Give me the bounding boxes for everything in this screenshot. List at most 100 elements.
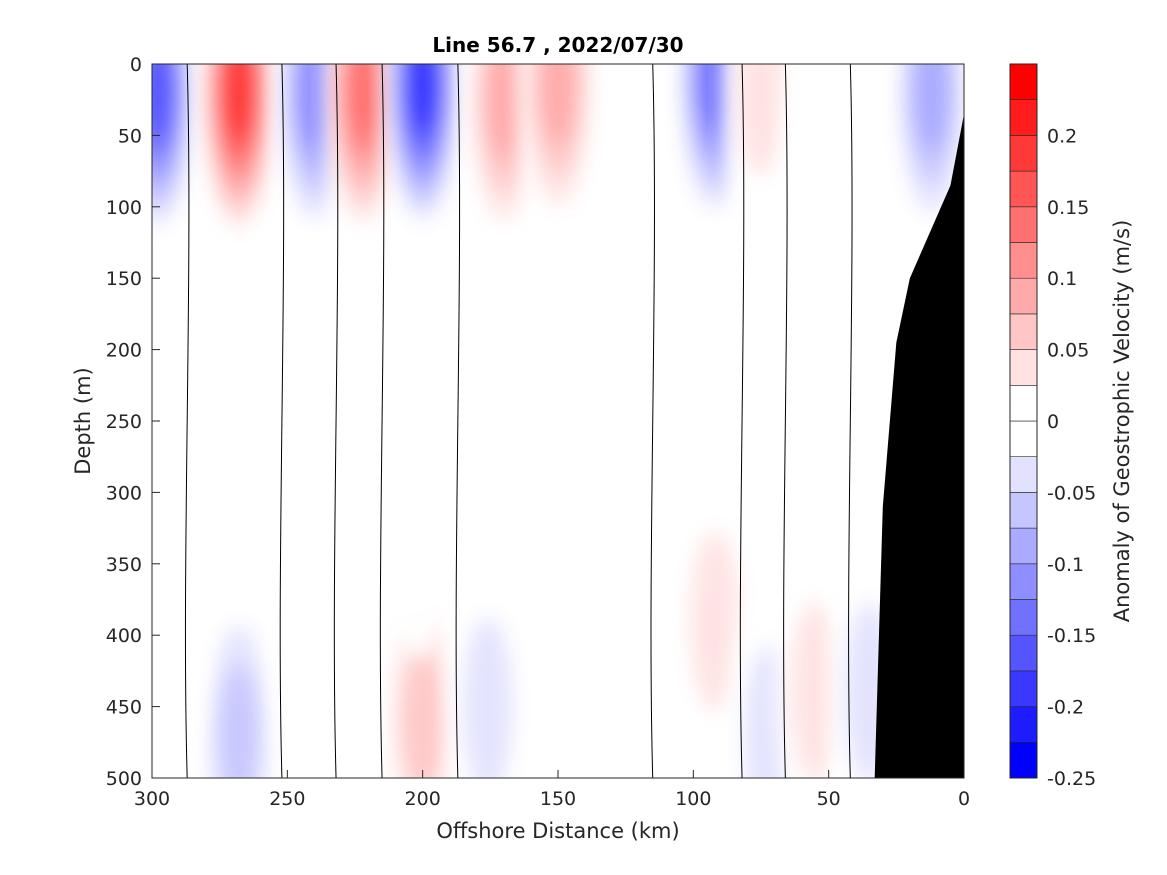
velocity-core <box>276 513 353 778</box>
velocity-core-level <box>402 650 444 778</box>
velocity-field <box>152 64 964 778</box>
colorbar-segment <box>1009 527 1038 565</box>
x-tick-label: 150 <box>540 788 576 810</box>
velocity-core-level <box>736 64 786 176</box>
x-tick-label: 250 <box>269 788 305 810</box>
colorbar-segment <box>1009 349 1038 386</box>
colorbar-segment <box>1009 313 1038 350</box>
colorbar-segment <box>1009 99 1038 136</box>
y-tick-label: 250 <box>106 411 142 433</box>
colorbar-tick-label: 0 <box>1047 411 1059 433</box>
velocity-core <box>379 356 456 657</box>
colorbar-frame <box>1009 63 1038 779</box>
x-tick-label: 100 <box>675 788 711 810</box>
colorbar-segment <box>1009 63 1038 101</box>
velocity-core <box>152 485 204 778</box>
velocity-core <box>831 64 908 272</box>
velocity-core-level <box>689 530 740 711</box>
colorbar-tick-label: 0.1 <box>1047 268 1077 290</box>
velocity-core <box>520 64 596 236</box>
colorbar-segment <box>1009 242 1038 279</box>
colorbar-segment <box>1009 277 1038 315</box>
velocity-core-level <box>790 602 841 778</box>
y-axis-label: Depth (m) <box>71 367 95 474</box>
y-axis-ticks: 0 50 100 150 200 250 300 350 400 450 500 <box>106 54 160 790</box>
colorbar-segment <box>1009 563 1038 600</box>
velocity-core <box>384 64 461 236</box>
zero-contour-line <box>783 64 788 778</box>
y-tick-label: 500 <box>106 768 142 790</box>
velocity-core-level <box>407 64 438 131</box>
velocity-core-level <box>276 513 353 778</box>
zero-contour-line <box>379 64 385 778</box>
velocity-core-level <box>831 64 908 272</box>
colorbar <box>1009 63 1038 779</box>
velocity-core <box>200 585 277 778</box>
velocity-core <box>449 556 526 778</box>
colorbar-segment <box>1009 706 1038 743</box>
colorbar-tick-label: 0.15 <box>1047 197 1089 219</box>
colorbar-tick-label: -0.15 <box>1047 625 1096 647</box>
x-axis-ticks: 300 250 200 150 100 50 0 <box>134 770 970 810</box>
colorbar-segment <box>1009 634 1038 672</box>
colorbar-tick-label: -0.1 <box>1047 554 1084 576</box>
velocity-core <box>152 64 196 243</box>
velocity-core-level <box>297 64 332 147</box>
y-tick-label: 0 <box>130 54 142 76</box>
zero-contours <box>184 64 853 778</box>
x-tick-label: 200 <box>405 788 441 810</box>
zero-contour-line <box>650 64 655 778</box>
zero-contour-line <box>848 64 853 778</box>
velocity-core-level <box>533 542 610 778</box>
velocity-core-level <box>217 665 260 778</box>
colorbar-segment <box>1009 670 1038 707</box>
velocity-core <box>325 64 402 243</box>
y-tick-label: 50 <box>118 125 142 147</box>
colorbar-tick-label: 0.2 <box>1047 125 1077 147</box>
colorbar-ticks: 0.2 0.15 0.1 0.05 0 -0.05 -0.1 -0.15 -0.2 -0.25 <box>1047 125 1096 790</box>
y-tick-label: 100 <box>106 197 142 219</box>
y-tick-label: 300 <box>106 482 142 504</box>
colorbar-segment <box>1009 741 1038 779</box>
colorbar-tick-label: 0.05 <box>1047 340 1089 362</box>
y-tick-label: 150 <box>106 268 142 290</box>
y-tick-label: 200 <box>106 340 142 362</box>
colorbar-segment <box>1009 206 1038 243</box>
velocity-core-level <box>346 64 380 143</box>
colorbar-tick-label: -0.05 <box>1047 482 1096 504</box>
velocity-core-level <box>539 64 577 146</box>
colorbar-segment <box>1009 135 1038 172</box>
x-tick-label: 300 <box>134 788 170 810</box>
velocity-core-level <box>462 616 513 778</box>
zero-contour-line <box>184 64 190 778</box>
zero-contour-line <box>455 64 461 778</box>
colorbar-segment <box>1009 420 1038 458</box>
velocity-core-level <box>223 64 254 138</box>
velocity-core-level <box>485 64 523 160</box>
colorbar-segment <box>1009 492 1038 529</box>
velocity-core-level <box>913 64 951 153</box>
zero-contour-line <box>333 64 339 778</box>
colorbar-segment <box>1009 456 1038 493</box>
velocity-core <box>200 64 277 243</box>
x-tick-label: 0 <box>958 788 970 810</box>
velocity-core <box>723 64 799 236</box>
y-tick-label: 400 <box>106 625 142 647</box>
colorbar-segment <box>1009 384 1038 422</box>
bathymetry <box>874 113 964 778</box>
colorbar-tick-label: -0.2 <box>1047 697 1084 719</box>
chart-title: Line 56.7 , 2022/07/30 <box>432 33 683 57</box>
colorbar-tick-label: -0.25 <box>1047 768 1096 790</box>
colorbar-label: Anomaly of Geostrophic Velocity (m/s) <box>1110 220 1134 623</box>
colorbar-segment <box>1009 599 1038 636</box>
y-tick-label: 350 <box>106 554 142 576</box>
x-axis-label: Offshore Distance (km) <box>436 819 679 843</box>
colorbar-segment <box>1009 170 1038 208</box>
velocity-core-level <box>152 64 174 140</box>
velocity-core <box>533 542 610 778</box>
y-tick-label: 450 <box>106 697 142 719</box>
velocity-core-level <box>152 485 204 778</box>
zero-contour-line <box>279 64 285 778</box>
x-tick-label: 50 <box>817 788 841 810</box>
